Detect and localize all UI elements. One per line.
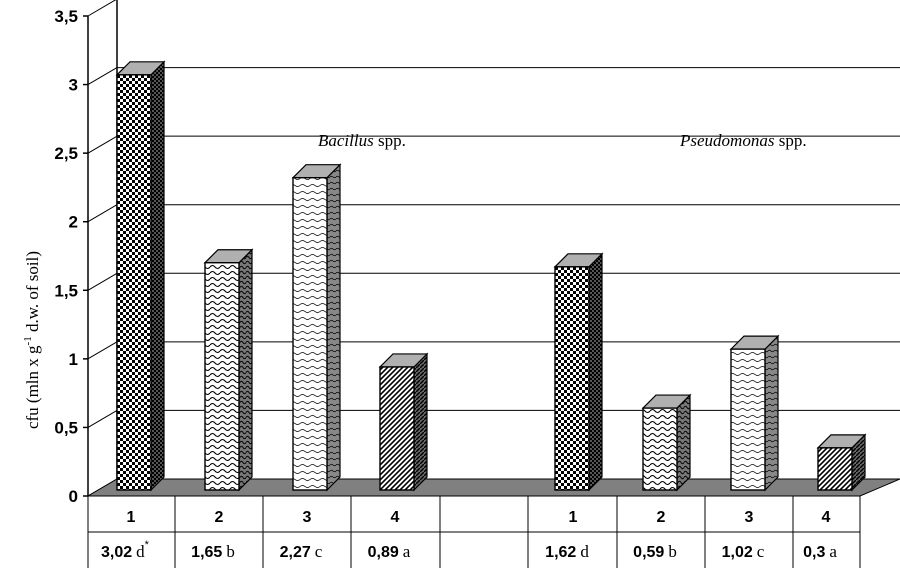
table-category-label: 3 [303,509,312,526]
y-tick-label: 0 [69,487,78,506]
bar-side-0-2 [326,163,341,492]
table-value-label: 3,02 d* [101,539,150,561]
table-value-label: 0,3 a [803,542,837,561]
bar-0-2 [292,176,328,491]
table-category-label: 4 [822,509,831,526]
bar-1-0 [554,266,590,491]
bar-0-3 [379,366,415,491]
bar-side-0-1 [238,248,253,492]
bar-side-0-0 [150,60,165,492]
gridline-diagonal [87,0,117,17]
bar-side-0-3 [413,352,428,492]
table-value-label: 1,62 d [545,542,589,561]
bar-1-3 [817,447,853,491]
y-axis-label: cfu (mln x g-1 d.w. of soil) [22,251,42,429]
table-value-label: 0,89 a [368,542,411,561]
gridline-diagonal [87,341,118,360]
table-category-label: 4 [391,509,400,526]
y-tick-label: 3,5 [54,7,78,26]
table-category-label: 3 [745,509,754,526]
y-tick-label: 2 [69,213,78,232]
bar-1-1 [642,407,678,491]
group-label-pseudomonas: Pseudomonas spp. [679,131,807,150]
group-label-bacillus: Bacillus spp. [318,131,406,150]
table-value-label: 1,65 b [191,542,235,561]
y-tick-label: 1,5 [54,281,78,300]
table-category-label: 1 [127,509,136,526]
gridline-diagonal [87,204,118,223]
y-tick-label: 3 [69,76,78,95]
table-value-label: 2,27 c [280,542,323,561]
bars-layer [115,60,867,492]
bar-0-0 [116,74,152,491]
table-category-label: 2 [215,509,224,526]
gridline-diagonal [87,67,118,86]
table-category-label: 1 [569,509,578,526]
bar-side-1-1 [676,393,691,492]
table-value-label: 1,02 c [722,542,765,561]
data-table: 1 3,02 d* 2 1,65 b 3 2,27 c 4 0,89 a 1 1,62 d 2 0,59 b 3 1,… [87,495,861,568]
bar-0-1 [204,262,240,491]
y-tick-label: 2,5 [54,144,78,163]
y-tick-label: 1 [69,350,78,369]
y-axis: 0 0,5 1 1,5 2 2,5 3 3,5 [54,7,89,506]
table-category-label: 2 [657,509,666,526]
gridline-diagonal [87,409,118,428]
gridline-diagonal [87,272,118,291]
gridline-diagonal [87,135,118,154]
bar-side-1-2 [764,334,779,492]
table-value-label: 0,59 b [633,542,677,561]
bar-side-1-0 [588,252,603,492]
bar-1-2 [730,348,766,491]
y-tick-label: 0,5 [54,418,78,437]
